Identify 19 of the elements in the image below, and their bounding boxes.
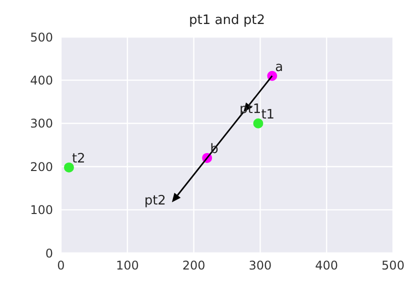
y-tick-label: 400	[30, 73, 53, 88]
y-tick-label: 300	[30, 116, 53, 131]
x-tick-label: 200	[182, 258, 206, 273]
annotation: t1	[261, 107, 275, 122]
y-tick-label: 200	[30, 160, 53, 174]
annotation: pt2	[144, 193, 166, 208]
annotation: a	[275, 60, 284, 75]
x-tick-label: 300	[248, 258, 272, 273]
chart-title: pt1 and pt2	[189, 13, 265, 28]
x-tick-label: 500	[382, 258, 404, 273]
point	[64, 162, 74, 172]
y-tick-label: 500	[30, 30, 53, 44]
x-tick-label: 100	[116, 258, 139, 273]
x-tick-label: 0	[57, 258, 65, 273]
y-tick-label: 0	[45, 246, 53, 260]
y-tick-label: 100	[30, 203, 53, 218]
point	[253, 118, 264, 128]
x-tick-label: 400	[315, 258, 338, 273]
annotation: t2	[72, 151, 86, 166]
